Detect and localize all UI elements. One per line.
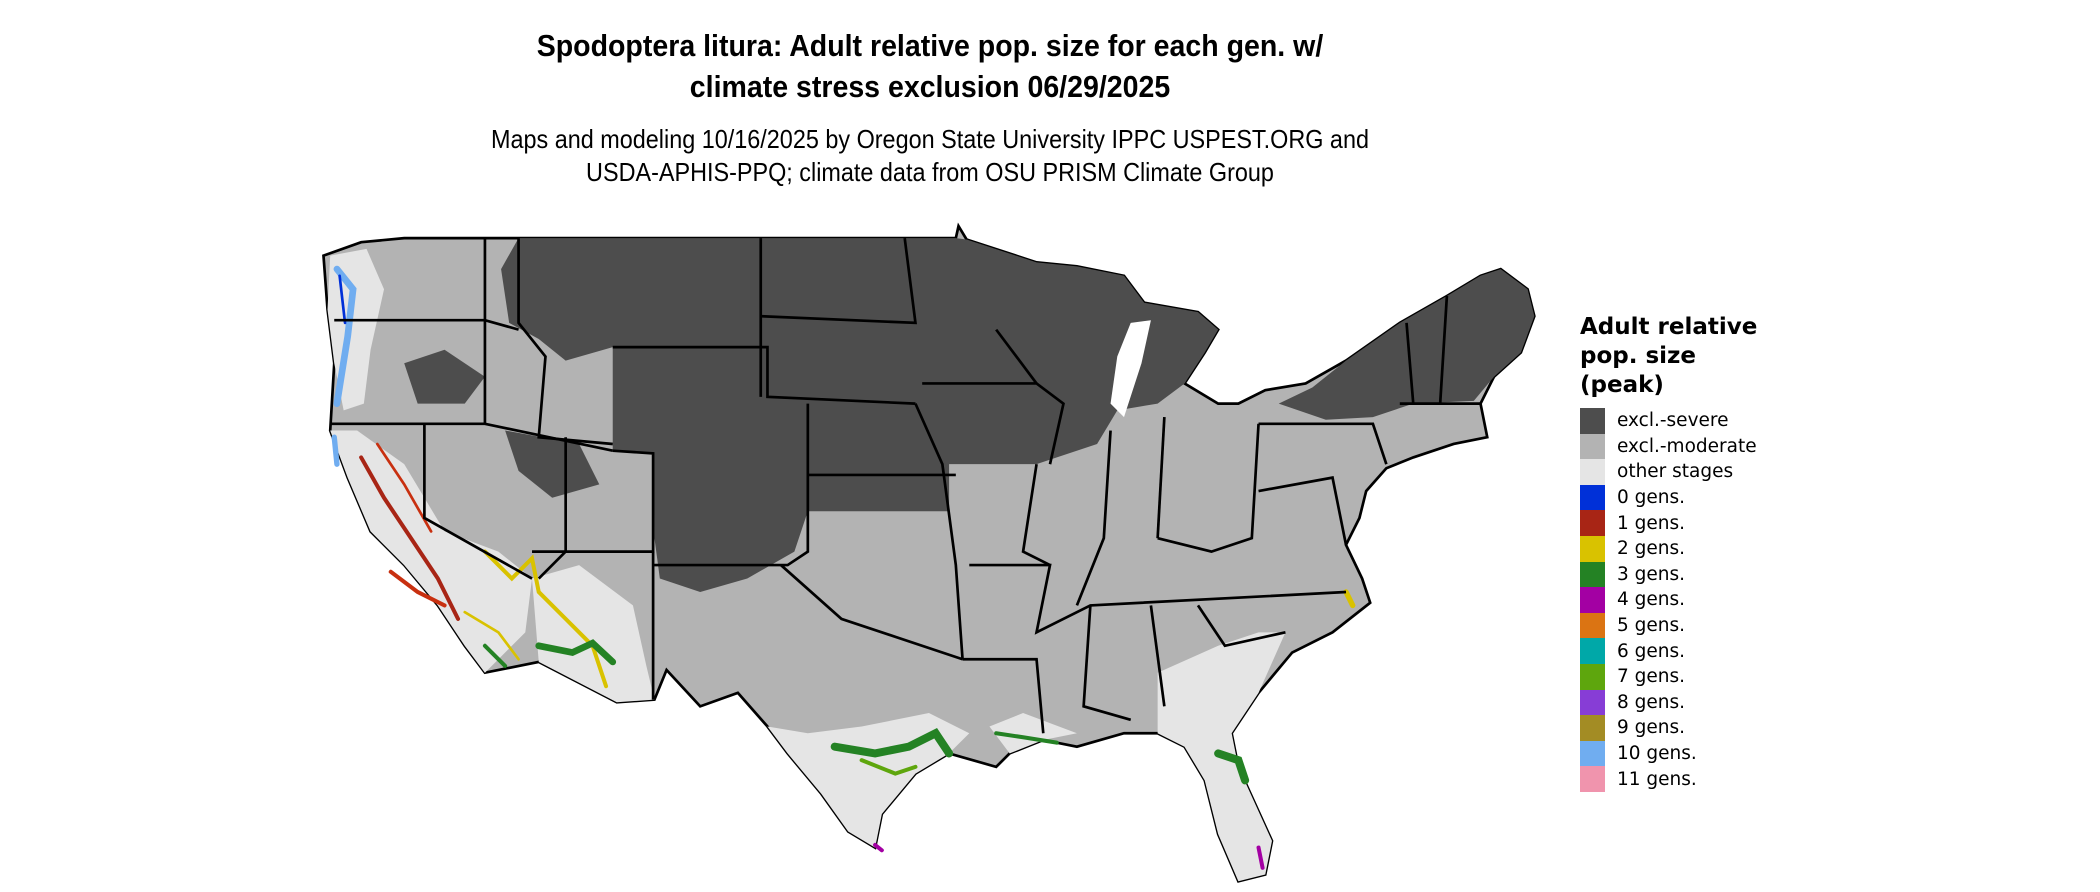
map-title-line-2: climate stress exclusion 06/29/2025: [689, 69, 1171, 104]
excl-severe-regions: [404, 238, 1535, 592]
legend-item: 5 gens.: [1580, 612, 1810, 639]
legend-item: 7 gens.: [1580, 663, 1810, 690]
legend-label: 3 gens.: [1617, 563, 1686, 585]
legend-item: excl.-moderate: [1580, 433, 1810, 460]
legend-label: 8 gens.: [1617, 691, 1686, 713]
legend-swatch: [1580, 484, 1605, 511]
legend-swatch: [1580, 612, 1605, 639]
legend-label: excl.-severe: [1617, 410, 1729, 432]
legend-item: other stages: [1580, 459, 1810, 485]
generation-patches: [331, 265, 1356, 870]
legend-swatch: [1580, 433, 1605, 460]
legend-label: 2 gens.: [1617, 538, 1686, 560]
legend-label: 11 gens.: [1617, 768, 1697, 790]
legend-label: 4 gens.: [1617, 589, 1686, 611]
legend-title-line-3: (peak): [1580, 372, 1664, 398]
legend-items: excl.-severe excl.-moderate other stages 0 …: [1580, 408, 1810, 792]
map-subtitle-line-1: Maps and modeling 10/16/2025 by Oregon S…: [491, 124, 1369, 154]
legend-swatch: [1580, 561, 1605, 588]
legend-item: 10 gens.: [1580, 740, 1810, 767]
legend-item: 3 gens.: [1580, 561, 1810, 588]
legend-item: 1 gens.: [1580, 510, 1810, 536]
legend-swatch: [1580, 587, 1605, 613]
legend-swatch: [1580, 638, 1605, 664]
legend-title: Adult relative pop. size (peak): [1580, 313, 1810, 400]
legend-item: 2 gens.: [1580, 535, 1810, 562]
map-title-line-1: Spodoptera litura: Adult relative pop. s…: [536, 28, 1324, 63]
legend-label: 7 gens.: [1617, 666, 1686, 688]
legend-label: excl.-moderate: [1617, 435, 1757, 457]
legend-item: 11 gens.: [1580, 766, 1810, 792]
legend-swatch: [1580, 510, 1605, 536]
map-legend: Adult relative pop. size (peak) excl.-se…: [1580, 313, 1810, 792]
legend-swatch: [1580, 408, 1605, 434]
map-subtitle-line-2: USDA-APHIS-PPQ; climate data from OSU PR…: [586, 157, 1274, 187]
legend-swatch: [1580, 663, 1605, 690]
legend-item: 4 gens.: [1580, 587, 1810, 613]
legend-label: 9 gens.: [1617, 717, 1686, 739]
state-borders: [330, 237, 1481, 734]
legend-label: 10 gens.: [1617, 743, 1697, 765]
legend-label: 5 gens.: [1617, 615, 1686, 637]
legend-label: 0 gens.: [1617, 487, 1686, 509]
legend-title-line-2: pop. size: [1580, 343, 1697, 369]
legend-swatch: [1580, 459, 1605, 485]
legend-item: 9 gens.: [1580, 715, 1810, 741]
legend-swatch: [1580, 535, 1605, 562]
legend-label: 1 gens.: [1617, 512, 1686, 534]
legend-title-line-1: Adult relative: [1580, 314, 1758, 340]
legend-label: 6 gens.: [1617, 640, 1686, 662]
legend-item: 0 gens.: [1580, 484, 1810, 511]
legend-swatch: [1580, 715, 1605, 741]
legend-swatch: [1580, 689, 1605, 716]
lake-michigan: [1110, 320, 1151, 418]
legend-item: 8 gens.: [1580, 689, 1810, 716]
legend-item: excl.-severe: [1580, 408, 1810, 434]
legend-label: other stages: [1617, 461, 1734, 483]
legend-item: 6 gens.: [1580, 638, 1810, 664]
legend-swatch: [1580, 740, 1605, 767]
legend-swatch: [1580, 766, 1605, 792]
